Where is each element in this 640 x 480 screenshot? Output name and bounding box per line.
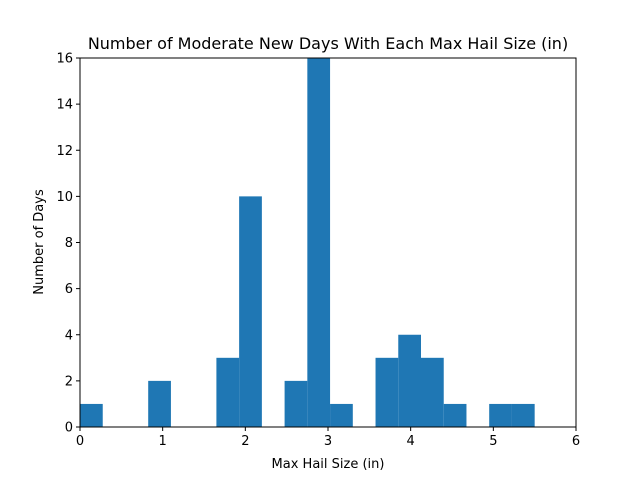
x-tick-label: 2 bbox=[241, 434, 249, 449]
plot-frame bbox=[79, 57, 577, 428]
y-axis-ticks: 0 2 4 6 8 10 12 14 16 bbox=[56, 52, 80, 436]
histogram-bar bbox=[148, 380, 171, 427]
histogram-bar bbox=[330, 403, 353, 427]
y-tick-label: 8 bbox=[65, 236, 73, 251]
histogram-bar bbox=[307, 58, 331, 427]
histogram-bar bbox=[443, 403, 467, 427]
chart-title: Number of Moderate New Days With Each Ma… bbox=[88, 34, 568, 53]
x-tick-label: 3 bbox=[324, 434, 332, 449]
x-tick-label: 0 bbox=[76, 434, 84, 449]
histogram-bar bbox=[80, 403, 103, 427]
y-tick-label: 0 bbox=[65, 421, 73, 436]
histogram-bar bbox=[489, 403, 512, 427]
x-tick-label: 6 bbox=[572, 434, 580, 449]
x-tick-label: 5 bbox=[489, 434, 497, 449]
y-tick-label: 14 bbox=[56, 98, 73, 113]
histogram-bar bbox=[511, 403, 535, 427]
y-tick-label: 2 bbox=[65, 374, 73, 389]
histogram-bar bbox=[398, 334, 421, 427]
bars-group bbox=[80, 58, 535, 427]
x-axis-label: Max Hail Size (in) bbox=[272, 457, 385, 472]
histogram-bar bbox=[375, 357, 399, 427]
histogram-bar bbox=[421, 357, 444, 427]
y-tick-label: 10 bbox=[56, 190, 73, 205]
y-tick-label: 4 bbox=[65, 328, 73, 343]
y-tick-label: 6 bbox=[65, 282, 73, 297]
histogram-bar bbox=[239, 196, 262, 427]
x-axis-ticks: 0 1 2 3 4 5 6 bbox=[76, 427, 580, 449]
histogram-bar bbox=[216, 357, 240, 427]
x-tick-label: 1 bbox=[159, 434, 167, 449]
y-tick-label: 12 bbox=[56, 144, 73, 159]
y-axis-label: Number of Days bbox=[32, 189, 47, 295]
y-tick-label: 16 bbox=[56, 52, 73, 67]
histogram-bar bbox=[284, 380, 308, 427]
x-tick-label: 4 bbox=[407, 434, 415, 449]
